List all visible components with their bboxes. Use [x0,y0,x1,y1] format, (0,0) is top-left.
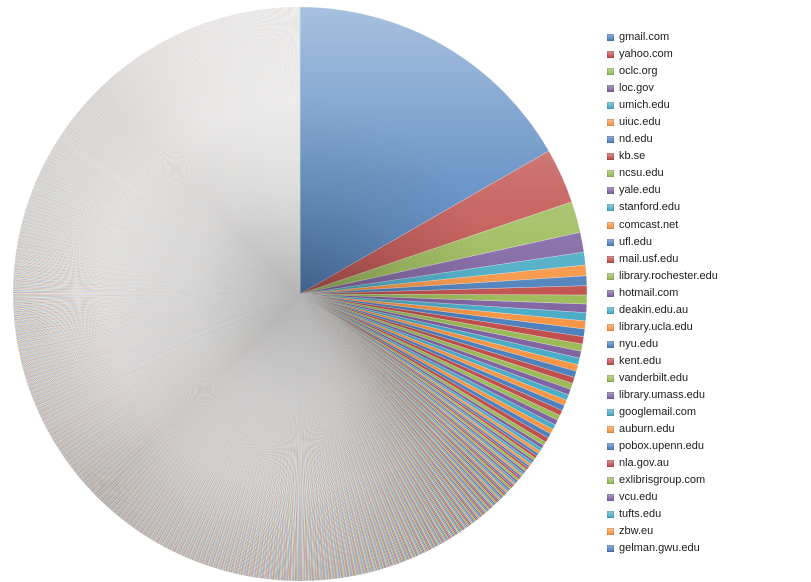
legend-color-swatch [607,392,614,399]
legend-color-swatch [607,221,614,229]
legend-color-swatch [607,477,614,485]
legend-item[interactable]: yahoo.com [607,46,718,63]
legend-label: yahoo.com [619,48,673,61]
legend-item[interactable]: ncsu.edu [607,165,718,182]
legend-item[interactable]: tufts.edu [607,506,718,523]
legend-color-swatch [607,187,614,195]
legend-item[interactable]: yale.edu [607,182,718,199]
chart-legend: gmail.com yahoo.com oclc.org loc.gov umich.e… [607,29,718,557]
legend-item[interactable]: nyu.edu [607,336,718,353]
legend-color-swatch [607,460,614,468]
legend-item[interactable]: mail.usf.edu [607,251,718,268]
legend-color-swatch [607,306,614,314]
legend-item[interactable]: comcast.net [607,217,718,234]
legend-item[interactable]: loc.gov [607,80,718,97]
legend-color-swatch [607,170,614,178]
legend-color-swatch [607,443,614,451]
legend-label: mail.usf.edu [619,252,679,265]
legend-item[interactable]: stanford.edu [607,199,718,216]
legend-color-swatch [607,528,614,536]
legend-item[interactable]: nla.gov.au [607,455,718,472]
legend-color-swatch [607,68,614,76]
legend-label: umich.edu [619,99,670,112]
legend-color-swatch [607,494,614,502]
legend-color-swatch [607,357,614,365]
legend-item[interactable]: oclc.org [607,63,718,80]
legend-label: auburn.edu [619,423,675,436]
legend-item[interactable]: kb.se [607,148,718,165]
legend-label: ncsu.edu [619,167,664,180]
legend-color-swatch [607,374,614,382]
legend-color-swatch [607,136,614,144]
legend-label: vcu.edu [619,491,658,504]
legend-color-swatch [607,289,614,297]
legend-item[interactable]: zbw.eu [607,523,718,540]
legend-item[interactable]: library.ucla.edu [607,319,718,336]
legend-color-swatch [607,511,614,519]
legend-color-swatch [607,323,614,331]
legend-label: comcast.net [619,218,679,231]
legend-item[interactable]: gelman.gwu.edu [607,540,718,557]
legend-item[interactable]: uiuc.edu [607,114,718,131]
legend-label: library.ucla.edu [619,320,693,333]
legend-label: zbw.eu [619,525,654,538]
legend-color-swatch [607,51,614,59]
legend-label: pobox.upenn.edu [619,440,705,453]
legend-label: kb.se [619,150,646,163]
legend-item[interactable]: vanderbilt.edu [607,370,718,387]
legend-item[interactable]: kent.edu [607,353,718,370]
legend-label: library.rochester.edu [619,269,718,282]
legend-item[interactable]: gmail.com [607,29,718,46]
legend-label: nyu.edu [619,337,659,350]
legend-color-swatch [607,545,614,553]
pie-slices[interactable] [12,6,588,582]
legend-item[interactable]: deakin.edu.au [607,302,718,319]
legend-color-swatch [607,409,614,417]
legend-item[interactable]: library.umass.edu [607,387,718,404]
legend-color-swatch [607,34,614,42]
legend-label: library.umass.edu [619,389,705,401]
legend-label: gelman.gwu.edu [619,542,700,555]
legend-color-swatch [607,340,614,348]
legend-label: gmail.com [619,31,670,44]
legend-label: ufl.edu [619,235,653,248]
legend-label: vanderbilt.edu [619,371,689,384]
legend-label: kent.edu [619,354,662,367]
legend-color-swatch [607,272,614,280]
legend-color-swatch [607,102,614,110]
legend-label: yale.edu [619,184,661,197]
legend-label: tufts.edu [619,508,662,521]
legend-item[interactable]: hotmail.com [607,285,718,302]
legend-color-swatch [607,255,614,263]
legend-label: deakin.edu.au [619,303,689,316]
legend-item[interactable]: auburn.edu [607,421,718,438]
legend-label: uiuc.edu [619,116,661,129]
legend-item[interactable]: nd.edu [607,131,718,148]
legend-item[interactable]: pobox.upenn.edu [607,438,718,455]
legend-label: hotmail.com [619,286,679,299]
legend-item[interactable]: exlibrisgroup.com [607,472,718,489]
legend-label: loc.gov [619,82,654,95]
legend-label: nd.edu [619,133,653,146]
legend-color-swatch [607,204,614,212]
legend-item[interactable]: vcu.edu [607,489,718,506]
legend-label: stanford.edu [619,201,681,214]
legend-color-swatch [607,426,614,434]
legend-label: googlemail.com [619,406,697,419]
legend-color-swatch [607,119,614,127]
legend-label: oclc.org [619,65,658,78]
legend-item[interactable]: ufl.edu [607,234,718,251]
legend-color-swatch [607,85,614,93]
legend-item[interactable]: library.rochester.edu [607,268,718,285]
legend-color-swatch [607,238,614,246]
legend-item[interactable]: umich.edu [607,97,718,114]
legend-item[interactable]: googlemail.com [607,404,718,421]
legend-label: exlibrisgroup.com [619,474,706,487]
legend-color-swatch [607,153,614,161]
legend-label: nla.gov.au [619,457,669,470]
